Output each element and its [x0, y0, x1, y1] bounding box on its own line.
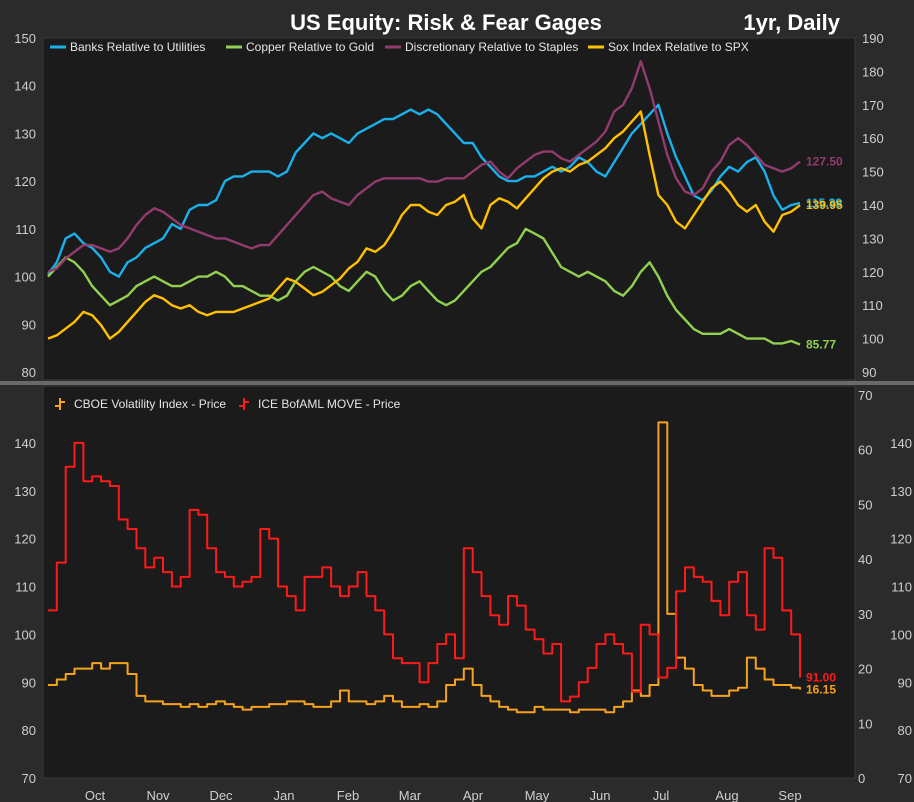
series-end-label: 85.77: [806, 337, 836, 351]
top-left-axis-tick-label: 90: [22, 317, 36, 332]
series-line: [48, 441, 801, 703]
bottom-right-axis-tick-label: 10: [858, 716, 872, 731]
bottom-left-axis-tick-label: 100: [14, 627, 36, 642]
bottom-left-axis-tick-label: 140: [14, 436, 36, 451]
bottom-left-axis-tick-label: 90: [22, 675, 36, 690]
top-right-axis-tick-label: 140: [862, 198, 884, 213]
series-line: [47, 227, 801, 346]
x-tick-label: Dec: [209, 788, 233, 802]
chart-subtitle: 1yr, Daily: [743, 10, 840, 35]
legend-label: Copper Relative to Gold: [246, 40, 374, 54]
x-tick-label: Apr: [463, 788, 484, 802]
panel-divider: [0, 381, 914, 385]
x-tick-label: Jan: [274, 788, 295, 802]
bottom-far-right-axis-tick-label: 110: [891, 580, 912, 595]
bottom-far-right-axis-tick-label: 100: [890, 627, 912, 642]
series-end-label: 127.50: [806, 155, 843, 169]
bottom-far-right-axis-tick-label: 80: [898, 723, 912, 738]
bottom-left-axis-tick-label: 110: [15, 580, 36, 595]
bottom-right-axis-tick-label: 0: [858, 771, 865, 786]
top-left-axis-tick-label: 80: [22, 365, 36, 380]
series-end-label: 115.39: [806, 196, 842, 210]
x-tick-label: Jun: [590, 788, 611, 802]
legend-swatch: [55, 398, 65, 410]
bottom-legend: CBOE Volatility Index - Price ICE BofAML …: [55, 397, 401, 411]
top-left-axis-tick-label: 100: [14, 270, 36, 285]
bottom-right-axis-tick-label: 20: [858, 662, 872, 677]
top-left-axis-tick-label: 150: [14, 31, 36, 46]
top-right-axis-tick-label: 110: [862, 298, 883, 313]
x-tick-label: Feb: [337, 788, 359, 802]
top-left-axis-tick-label: 140: [14, 79, 36, 94]
bottom-axes: 70 80 90 100 110 120 130 140 0 10 20 30 40 50 60 70 70 80…: [14, 388, 912, 786]
bottom-panel: [42, 385, 856, 779]
legend-label: CBOE Volatility Index - Price: [74, 397, 226, 411]
top-right-axis-tick-label: 150: [862, 165, 884, 180]
bottom-left-axis-tick-label: 70: [22, 771, 36, 786]
series-end-label: 16.15: [806, 683, 836, 697]
bottom-left-axis-tick-label: 120: [14, 532, 36, 547]
x-tick-label: Nov: [146, 788, 170, 802]
top-legend: Banks Relative to Utilities Copper Relati…: [50, 40, 749, 54]
bottom-right-axis-tick-label: 50: [858, 497, 872, 512]
legend-label: Discretionary Relative to Staples: [405, 40, 578, 54]
top-right-axis-tick-label: 100: [862, 332, 884, 347]
x-tick-label: Sep: [778, 788, 801, 802]
top-right-axis-tick-label: 160: [862, 131, 884, 146]
legend-label: Sox Index Relative to SPX: [608, 40, 749, 54]
bottom-far-right-axis-tick-label: 120: [890, 532, 912, 547]
series-end-label: 91.00: [806, 670, 836, 684]
top-left-axis-tick-label: 110: [15, 222, 36, 237]
series-line: [48, 421, 801, 714]
top-axes: 80 90 100 110 120 130 140 150 90 100 110 120 130 140 1…: [14, 31, 883, 380]
bottom-left-axis-tick-label: 130: [14, 484, 36, 499]
legend-swatch: [239, 398, 249, 410]
legend-label: Banks Relative to Utilities: [70, 40, 205, 54]
legend-label: ICE BofAML MOVE - Price: [258, 397, 401, 411]
bottom-left-axis-tick-label: 80: [22, 723, 36, 738]
series-line: [47, 110, 801, 340]
top-right-axis-tick-label: 170: [862, 98, 884, 113]
bottom-right-axis-tick-label: 40: [858, 552, 872, 567]
bottom-right-axis-tick-label: 70: [858, 388, 872, 403]
bottom-far-right-axis-tick-label: 130: [890, 484, 912, 499]
bottom-right-axis-tick-label: 30: [858, 607, 872, 622]
top-right-axis-tick-label: 130: [862, 231, 884, 246]
bottom-far-right-axis-tick-label: 90: [898, 675, 912, 690]
top-panel: [42, 37, 856, 381]
series-line: [47, 60, 801, 273]
x-tick-label: Jul: [653, 788, 670, 802]
chart-title: US Equity: Risk & Fear Gages: [290, 10, 602, 35]
top-series: 115.39 85.77 127.50 139.95: [47, 60, 843, 351]
bottom-right-axis-tick-label: 60: [858, 443, 872, 458]
top-right-axis-tick-label: 180: [862, 64, 884, 79]
top-left-axis-tick-label: 120: [14, 174, 36, 189]
x-axis: Oct Nov Dec Jan Feb Mar Apr May Jun Jul Aug Sep: [85, 788, 802, 802]
x-tick-label: Oct: [85, 788, 106, 802]
bottom-far-right-axis-tick-label: 70: [898, 771, 912, 786]
x-tick-label: May: [525, 788, 550, 802]
top-right-axis-tick-label: 90: [862, 365, 876, 380]
x-tick-label: Aug: [715, 788, 738, 802]
top-left-axis-tick-label: 130: [14, 126, 36, 141]
x-tick-label: Mar: [399, 788, 422, 802]
series-line: [47, 103, 801, 278]
series-end-label: 139.95: [806, 198, 843, 212]
top-right-axis-tick-label: 120: [862, 265, 884, 280]
bottom-far-right-axis-tick-label: 140: [890, 436, 912, 451]
top-right-axis-tick-label: 190: [862, 31, 884, 46]
